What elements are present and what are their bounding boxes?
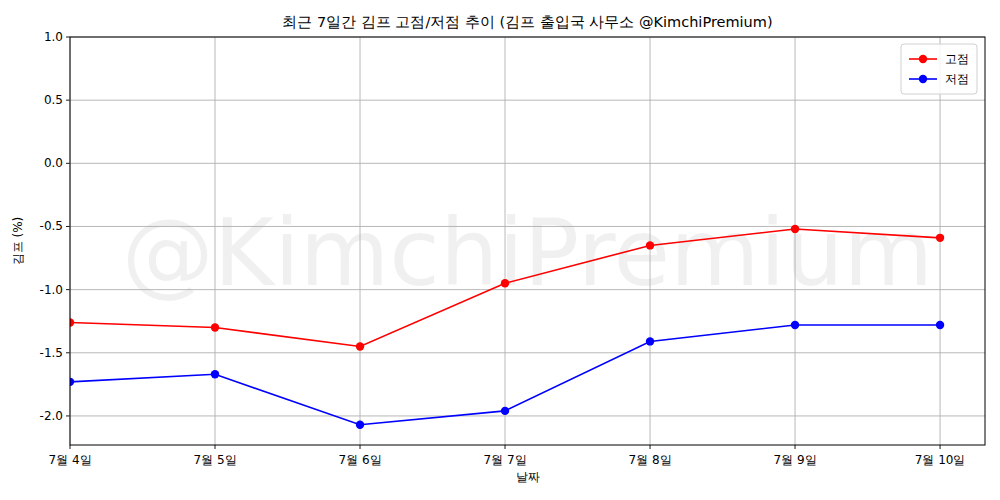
grid-line (215, 37, 216, 445)
legend-label: 저점 (945, 72, 969, 86)
grid-line (650, 37, 651, 445)
x-tick-label: 7월 4일 (48, 453, 91, 467)
point (211, 370, 219, 378)
title: 최근 7일간 김프 고점/저점 추이 (김프 출입국 사무소 @KimchiPr… (282, 14, 772, 30)
grid-line (70, 100, 985, 101)
tick-mark (940, 445, 941, 449)
legend-box (901, 44, 977, 94)
y-tick-label: 1.0 (44, 30, 63, 44)
grid-line (795, 37, 796, 445)
x-tick-label: 7월 9일 (773, 453, 816, 467)
point (501, 279, 509, 287)
frame (70, 37, 985, 445)
point (356, 421, 364, 429)
point (70, 378, 74, 386)
tick-mark (66, 289, 70, 290)
point (70, 318, 74, 326)
tick-mark (505, 445, 506, 449)
tick-mark (66, 37, 70, 38)
tick-mark (66, 163, 70, 164)
grid-line (70, 352, 985, 353)
legend: 고점저점 (901, 44, 977, 94)
point (501, 407, 509, 415)
point (791, 321, 799, 329)
y-tick-label: -1.5 (40, 346, 63, 360)
x-tick-label: 7월 7일 (483, 453, 526, 467)
plot-area (70, 225, 944, 429)
point (356, 342, 364, 350)
grid-line (360, 37, 361, 445)
y-tick-label: 0.5 (44, 93, 63, 107)
grid-line (70, 163, 985, 164)
x-tick-label: 7월 10일 (915, 453, 966, 467)
tick-mark (70, 445, 71, 449)
grid-line (70, 226, 985, 227)
tick-mark (66, 226, 70, 227)
x-tick-label: 7월 5일 (193, 453, 236, 467)
point (211, 323, 219, 331)
chart: @KimchiPremium -2.0 -1.5 -1.0 -0.5 0.0 0.5 1.0 7… (0, 0, 1000, 500)
y-tick-label: -2.0 (40, 409, 63, 423)
tick-mark (650, 445, 651, 449)
point (646, 337, 654, 345)
grid-line (70, 415, 985, 416)
legend-label: 고점 (945, 52, 969, 66)
legend-marker (919, 55, 927, 63)
grid-line (505, 37, 506, 445)
tick-mark (215, 445, 216, 449)
y-axis-title: 김프 (%) (11, 217, 25, 266)
point (936, 234, 944, 242)
point (646, 241, 654, 249)
tick-mark (66, 100, 70, 101)
watermark: @KimchiPremium (122, 200, 933, 307)
tick-mark (66, 352, 70, 353)
tick-mark (795, 445, 796, 449)
series-line (70, 229, 940, 346)
legend-marker (919, 75, 927, 83)
point (936, 321, 944, 329)
tick-mark (360, 445, 361, 449)
series-line (70, 325, 940, 425)
x-tick-label: 7월 8일 (628, 453, 671, 467)
x-axis-title: 날짜 (516, 470, 540, 484)
x-tick-label: 7월 6일 (338, 453, 381, 467)
point (791, 225, 799, 233)
y-tick-label: -1.0 (40, 283, 63, 297)
grid-line (70, 289, 985, 290)
y-tick-label: -0.5 (40, 219, 63, 233)
y-tick-label: 0.0 (44, 156, 63, 170)
tick-mark (66, 415, 70, 416)
